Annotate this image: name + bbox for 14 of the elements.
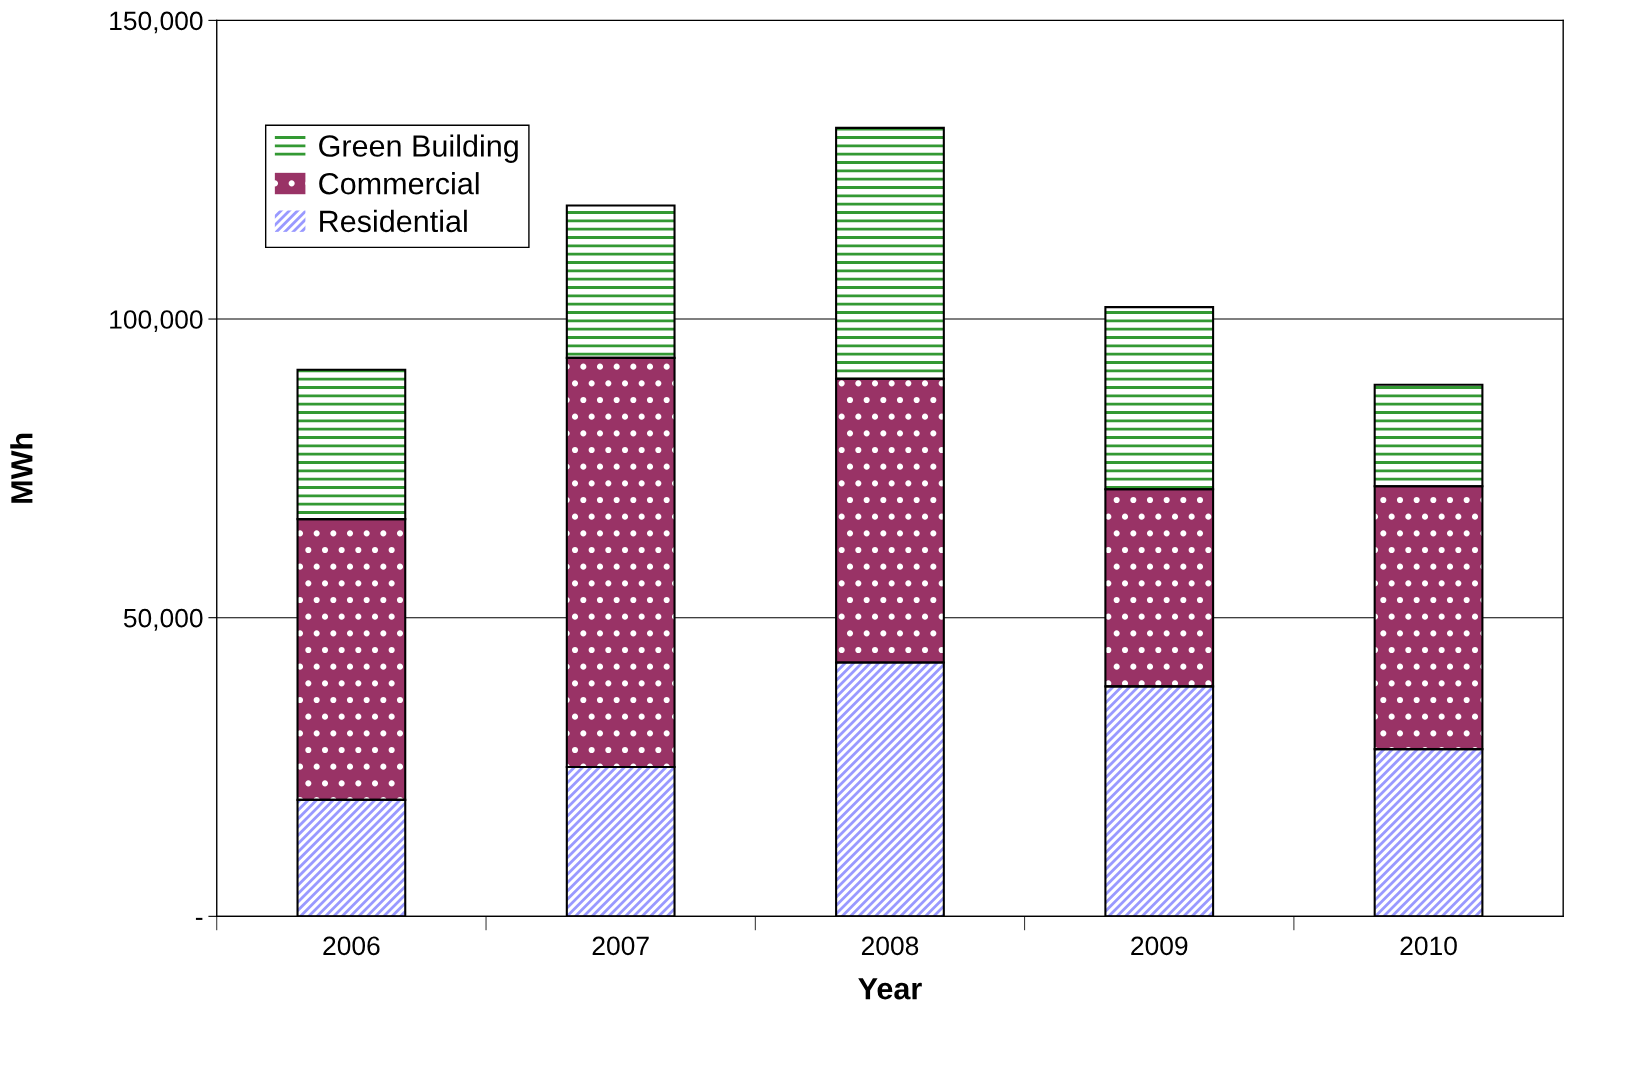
x-tick-label: 2007: [592, 936, 649, 956]
x-tick-label: 2006: [323, 936, 380, 956]
y-axis-title: MWh: [10, 433, 33, 503]
legend-label: Residential: [320, 209, 467, 233]
legend-label: Commercial: [319, 172, 479, 195]
y-tick-label: 100,000: [110, 310, 203, 332]
legend-label: Green Building: [319, 134, 518, 163]
y-tick-label: -: [195, 917, 203, 920]
y-tick-label: 150,000: [110, 11, 203, 34]
x-tick-label: 2009: [1131, 936, 1188, 956]
x-axis-title: Year: [858, 978, 922, 1000]
x-tick-label: 2008: [861, 936, 919, 956]
y-tick-label: 50,000: [123, 608, 203, 631]
x-tick-label: 2010: [1400, 936, 1457, 956]
